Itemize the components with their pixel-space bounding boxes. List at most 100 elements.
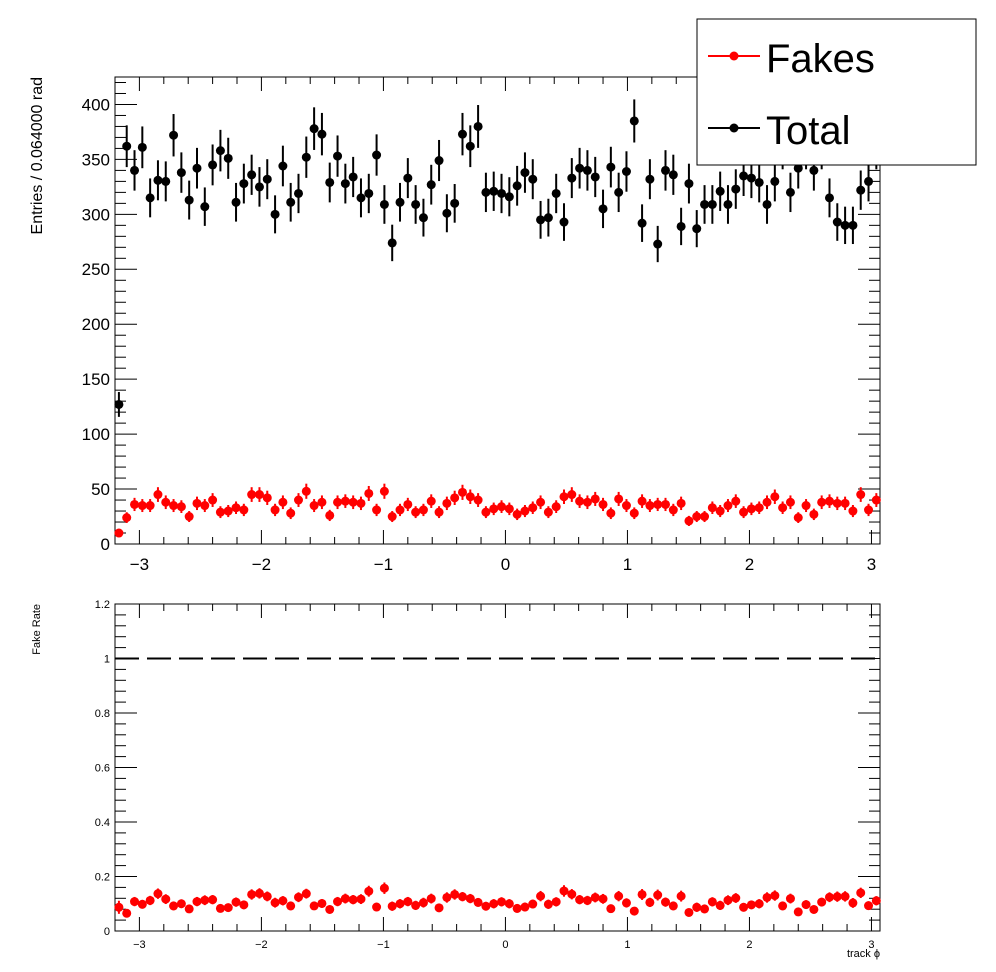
- bottom-y-tick-label: 0.2: [95, 871, 110, 883]
- top-data-point: [559, 492, 569, 502]
- bottom-data-point: [871, 896, 881, 906]
- top-data-point: [372, 505, 382, 515]
- top-data-point: [512, 181, 522, 191]
- top-data-point: [114, 528, 124, 538]
- top-data-point: [754, 177, 764, 187]
- bottom-data-point: [176, 899, 186, 909]
- bottom-data-point: [684, 907, 694, 917]
- bottom-x-tick-label: 3: [868, 939, 874, 951]
- top-data-point: [801, 501, 811, 511]
- bottom-data-point: [824, 892, 834, 902]
- top-data-point: [348, 172, 358, 182]
- top-data-point: [294, 188, 304, 198]
- top-data-point: [247, 170, 257, 180]
- bottom-data-point: [590, 892, 600, 902]
- top-data-point: [176, 502, 186, 512]
- top-data-point: [270, 209, 280, 219]
- top-data-point: [598, 204, 608, 214]
- top-data-point: [215, 507, 225, 517]
- top-data-point: [231, 503, 241, 513]
- top-data-point: [270, 505, 280, 515]
- top-data-point: [840, 220, 850, 230]
- legend-fakes-label: Fakes: [766, 37, 875, 81]
- bottom-data-point: [247, 889, 257, 899]
- bottom-data-point: [637, 889, 647, 899]
- bottom-data-point: [340, 894, 350, 904]
- top-y-tick-label: 400: [82, 95, 110, 114]
- top-data-point: [528, 174, 538, 184]
- top-data-point: [223, 506, 233, 516]
- top-data-point: [778, 503, 788, 513]
- top-data-point: [200, 501, 210, 511]
- bottom-panel: −3 −2 −1 0 1 2 3 0 0.2 0.4 0.6 0.8 1 1.2 Fake Rate tr…: [31, 599, 881, 960]
- bottom-data-point: [262, 891, 272, 901]
- top-data-point: [676, 498, 686, 508]
- legend-fakes-marker: [729, 51, 739, 61]
- top-data-point: [551, 188, 561, 198]
- top-data-point: [645, 174, 655, 184]
- top-data-point: [411, 507, 421, 517]
- top-data-point: [340, 496, 350, 506]
- top-panel: −3 −2 −1 0 1 2 3 0 50 100 150 200 250 300 350 400 Entri…: [29, 76, 881, 574]
- top-data-point: [301, 486, 311, 496]
- top-data-point: [840, 498, 850, 508]
- top-data-point: [309, 501, 319, 511]
- top-data-point: [559, 217, 569, 227]
- top-data-point: [575, 163, 585, 173]
- bottom-data-point: [434, 903, 444, 913]
- top-data-point: [387, 238, 397, 248]
- top-data-point: [543, 213, 553, 223]
- bottom-data-point: [473, 897, 483, 907]
- bottom-data-point: [621, 898, 631, 908]
- top-data-point: [176, 168, 186, 178]
- top-data-point: [785, 497, 795, 507]
- bottom-data-point: [614, 891, 624, 901]
- top-data-point: [426, 180, 436, 190]
- top-data-point: [364, 188, 374, 198]
- top-data-point: [169, 130, 179, 140]
- top-data-point: [286, 508, 296, 518]
- bottom-data-point: [379, 883, 389, 893]
- top-data-point: [418, 505, 428, 515]
- top-data-point: [294, 495, 304, 505]
- top-data-point: [614, 187, 624, 197]
- top-data-point: [504, 504, 514, 514]
- bottom-data-point: [286, 901, 296, 911]
- top-data-point: [395, 197, 405, 207]
- top-data-point: [262, 493, 272, 503]
- bottom-data-point: [254, 888, 264, 898]
- top-data-point: [200, 202, 210, 212]
- bottom-data-point: [864, 901, 874, 911]
- bottom-data-point: [387, 901, 397, 911]
- top-data-point: [731, 496, 741, 506]
- top-data-point: [684, 516, 694, 526]
- top-data-point: [442, 498, 452, 508]
- top-data-point: [481, 507, 491, 517]
- top-data-point: [497, 502, 507, 512]
- top-data-point: [746, 173, 756, 183]
- bottom-series-ratio: [114, 882, 881, 918]
- bottom-x-tick-label: 2: [746, 939, 752, 951]
- top-x-tick-label: 3: [867, 555, 876, 574]
- top-data-point: [231, 197, 241, 207]
- bottom-series: [114, 882, 881, 918]
- bottom-data-point: [426, 894, 436, 904]
- top-y-tick-label: 200: [82, 315, 110, 334]
- top-data-point: [536, 215, 546, 225]
- bottom-data-point: [372, 902, 382, 912]
- top-data-point: [489, 186, 499, 196]
- top-data-point: [387, 512, 397, 522]
- top-data-point: [824, 193, 834, 203]
- top-data-point: [598, 499, 608, 509]
- bottom-data-point: [739, 902, 749, 912]
- bottom-data-point: [122, 908, 132, 918]
- bottom-y-tick-label: 0.4: [95, 817, 110, 829]
- top-data-point: [239, 179, 249, 189]
- legend-total-label: Total: [766, 109, 851, 153]
- bottom-data-point: [676, 891, 686, 901]
- bottom-data-point: [661, 897, 671, 907]
- bottom-data-point: [543, 899, 553, 909]
- top-series-total: [114, 99, 881, 417]
- top-data-point: [504, 192, 514, 202]
- bottom-data-point: [817, 897, 827, 907]
